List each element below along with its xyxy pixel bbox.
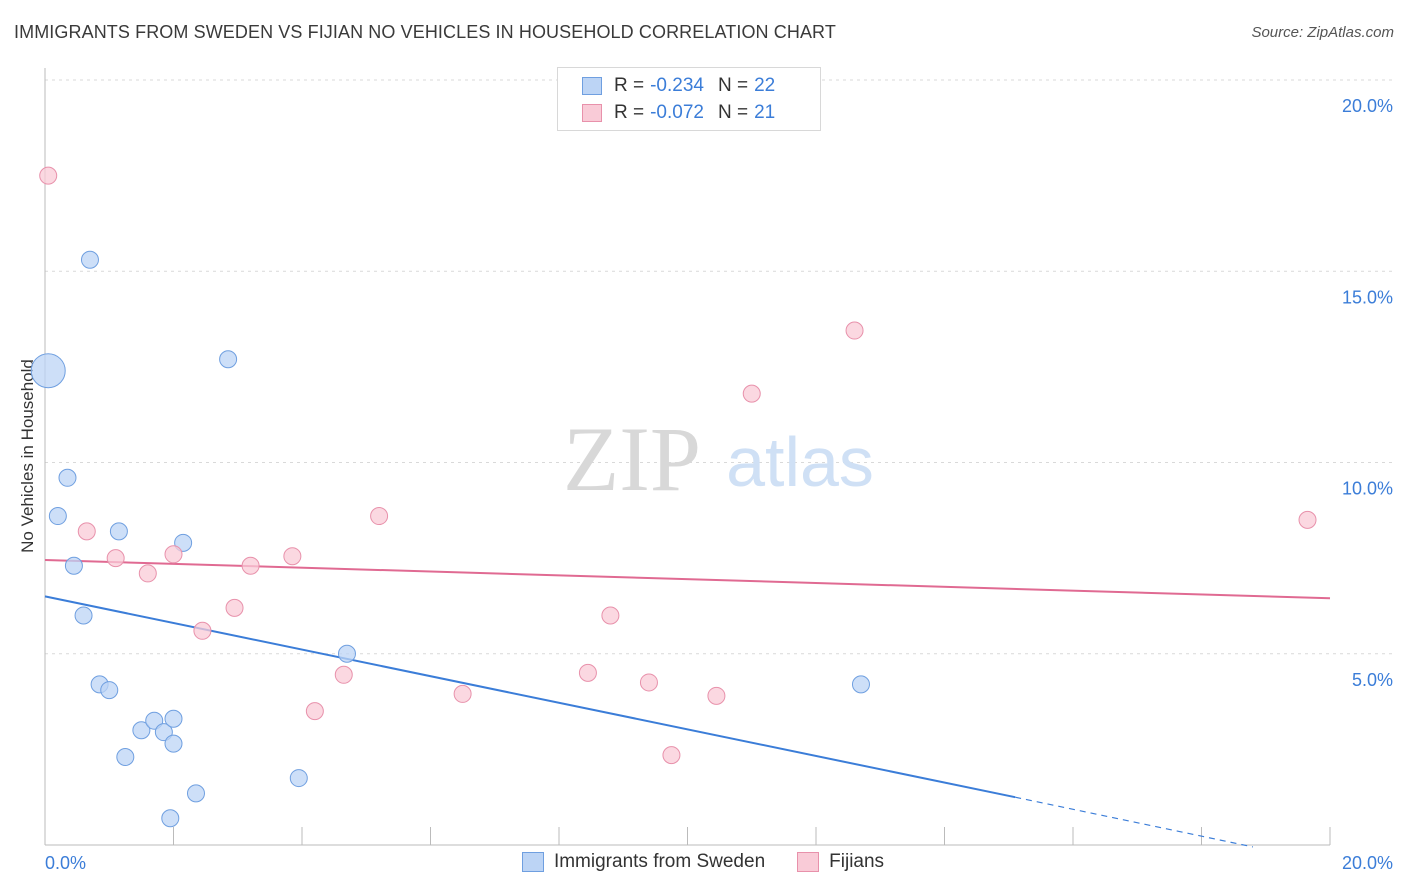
- x-tick-label: 20.0%: [1342, 853, 1393, 873]
- source-label: Source: ZipAtlas.com: [1251, 24, 1394, 41]
- point-fijians: [453, 684, 472, 703]
- point-fijians: [662, 746, 681, 765]
- point-sweden: [116, 748, 135, 767]
- point-fijians: [283, 547, 302, 566]
- stats-n-value: 21: [754, 102, 776, 123]
- point-sweden: [109, 522, 128, 541]
- data-points: [30, 166, 1317, 828]
- stats-r-value: -0.072: [650, 102, 704, 123]
- legend-item-fijians[interactable]: Fijians: [797, 851, 884, 873]
- watermark-zip: ZIP: [563, 408, 701, 510]
- legend-label-sweden: Immigrants from Sweden: [553, 851, 766, 872]
- point-fijians: [707, 686, 726, 705]
- point-fijians: [578, 663, 597, 682]
- stats-r-value: -0.234: [650, 75, 704, 96]
- point-sweden: [851, 675, 870, 694]
- gridlines: [45, 79, 1392, 655]
- stats-box: R = -0.234 N = 22 R = -0.072 N = 21: [557, 67, 821, 131]
- point-sweden: [100, 681, 119, 700]
- point-fijians: [164, 545, 183, 564]
- stats-r-label: R =: [614, 102, 645, 123]
- point-fijians: [241, 556, 260, 575]
- stats-n-label: N =: [717, 102, 749, 123]
- legend-swatch-sweden: [521, 852, 544, 872]
- point-sweden: [132, 721, 151, 740]
- y-tick-label: 15.0%: [1342, 287, 1393, 307]
- y-tick-label: 10.0%: [1342, 479, 1393, 499]
- point-sweden: [64, 556, 83, 575]
- axes: [44, 68, 1331, 846]
- point-fijians: [39, 166, 58, 185]
- point-sweden: [154, 723, 173, 742]
- point-fijians: [845, 321, 864, 340]
- stats-row-fijians: R = -0.072 N = 21: [582, 101, 775, 125]
- stats-swatch-sweden: [582, 77, 602, 95]
- point-fijians: [1298, 510, 1317, 529]
- legend-item-sweden[interactable]: Immigrants from Sweden: [521, 851, 766, 873]
- point-fijians: [370, 507, 389, 526]
- y-tick-label: 20.0%: [1342, 96, 1393, 116]
- trend-line-extension-0: [1015, 796, 1254, 848]
- point-fijians: [601, 606, 620, 625]
- x-tick-label: 0.0%: [45, 853, 86, 873]
- point-fijians: [305, 702, 324, 721]
- point-sweden: [164, 734, 183, 753]
- point-sweden: [161, 809, 180, 828]
- watermark-atlas: atlas: [726, 423, 874, 501]
- point-sweden: [174, 533, 193, 552]
- y-tick-label: 5.0%: [1352, 670, 1393, 690]
- point-fijians: [639, 673, 658, 692]
- point-sweden: [30, 353, 66, 389]
- point-sweden: [80, 250, 99, 269]
- point-fijians: [138, 564, 157, 583]
- point-sweden: [48, 507, 67, 526]
- point-fijians: [225, 598, 244, 617]
- stats-swatch-fijians: [582, 104, 602, 122]
- point-sweden: [145, 711, 164, 730]
- legend-swatch-fijians: [797, 852, 820, 872]
- point-fijians: [106, 549, 125, 568]
- point-sweden: [289, 769, 308, 788]
- watermark: ZIP atlas: [563, 408, 874, 510]
- point-sweden: [58, 468, 77, 487]
- legend: Immigrants from Sweden Fijians: [0, 851, 1406, 873]
- stats-n-value: 22: [754, 75, 776, 96]
- point-sweden: [74, 606, 93, 625]
- point-fijians: [193, 621, 212, 640]
- chart-title: IMMIGRANTS FROM SWEDEN VS FIJIAN NO VEHI…: [14, 22, 836, 42]
- stats-row-sweden: R = -0.234 N = 22: [582, 74, 775, 98]
- legend-label-fijians: Fijians: [829, 851, 885, 872]
- stats-n-label: N =: [717, 75, 749, 96]
- point-fijians: [742, 384, 761, 403]
- point-sweden: [164, 709, 183, 728]
- stats-r-label: R =: [614, 75, 645, 96]
- point-fijians: [77, 522, 96, 541]
- trend-line-0: [44, 595, 1016, 799]
- trend-line-1: [44, 559, 1331, 600]
- tick-labels: 5.0% 10.0% 15.0% 20.0% 0.0% 20.0%: [45, 96, 1393, 873]
- point-sweden: [219, 350, 238, 369]
- point-fijians: [334, 665, 353, 684]
- point-sweden: [337, 644, 356, 663]
- point-sweden: [186, 784, 205, 803]
